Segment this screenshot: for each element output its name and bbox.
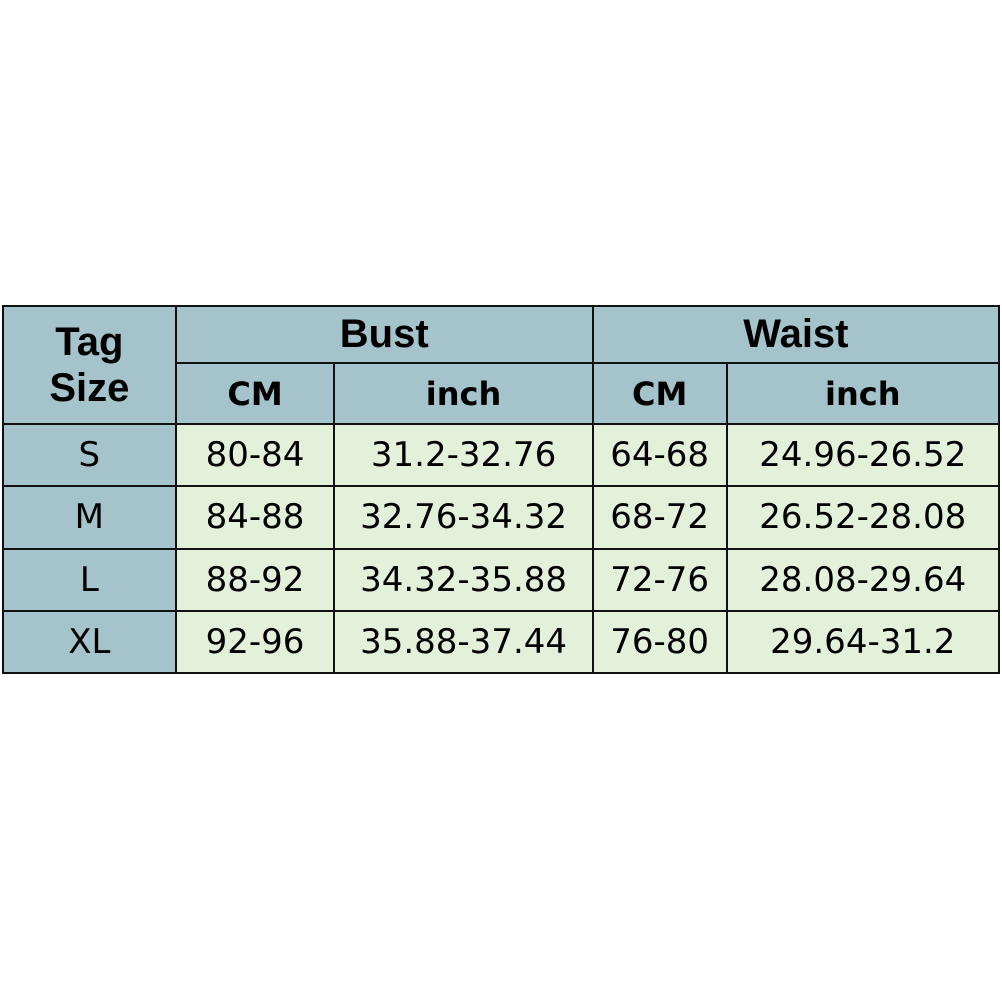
bust-cm-header: CM	[174, 362, 336, 425]
waist-cm-cell: 68-72	[591, 485, 728, 550]
bust-inch-header: inch	[333, 362, 594, 425]
waist-inch-cell: 29.64-31.2	[725, 609, 1001, 675]
table-row: XL 92-96 35.88-37.44 76-80 29.64-31.2	[2, 609, 1001, 675]
waist-cm-cell: 64-68	[591, 422, 728, 488]
tag-size-header: Tag Size	[2, 305, 177, 425]
waist-inch-cell: 26.52-28.08	[725, 485, 1001, 550]
waist-inch-header: inch	[725, 362, 1001, 425]
bust-inch-cell: 32.76-34.32	[333, 485, 594, 550]
table-row: S 80-84 31.2-32.76 64-68 24.96-26.52	[2, 422, 1001, 488]
table-row: M 84-88 32.76-34.32 68-72 26.52-28.08	[2, 485, 1001, 550]
waist-header: Waist	[591, 305, 1001, 364]
size-chart-table: Tag Size Bust Waist CM inch CM inch S 80…	[2, 305, 1001, 675]
size-cell: L	[2, 547, 177, 612]
table-row: L 88-92 34.32-35.88 72-76 28.08-29.64	[2, 547, 1001, 612]
waist-inch-cell: 24.96-26.52	[725, 422, 1001, 488]
waist-cm-cell: 76-80	[591, 609, 728, 675]
waist-cm-header: CM	[591, 362, 728, 425]
tag-label: Tag	[55, 320, 124, 364]
bust-cm-cell: 80-84	[174, 422, 336, 488]
bust-cm-cell: 92-96	[174, 609, 336, 675]
size-label: Size	[49, 366, 130, 410]
bust-header: Bust	[174, 305, 594, 364]
bust-inch-cell: 31.2-32.76	[333, 422, 594, 488]
size-cell: XL	[2, 609, 177, 675]
waist-cm-cell: 72-76	[591, 547, 728, 612]
size-cell: M	[2, 485, 177, 550]
size-cell: S	[2, 422, 177, 488]
bust-inch-cell: 35.88-37.44	[333, 609, 594, 675]
bust-cm-cell: 88-92	[174, 547, 336, 612]
bust-cm-cell: 84-88	[174, 485, 336, 550]
waist-inch-cell: 28.08-29.64	[725, 547, 1001, 612]
bust-inch-cell: 34.32-35.88	[333, 547, 594, 612]
